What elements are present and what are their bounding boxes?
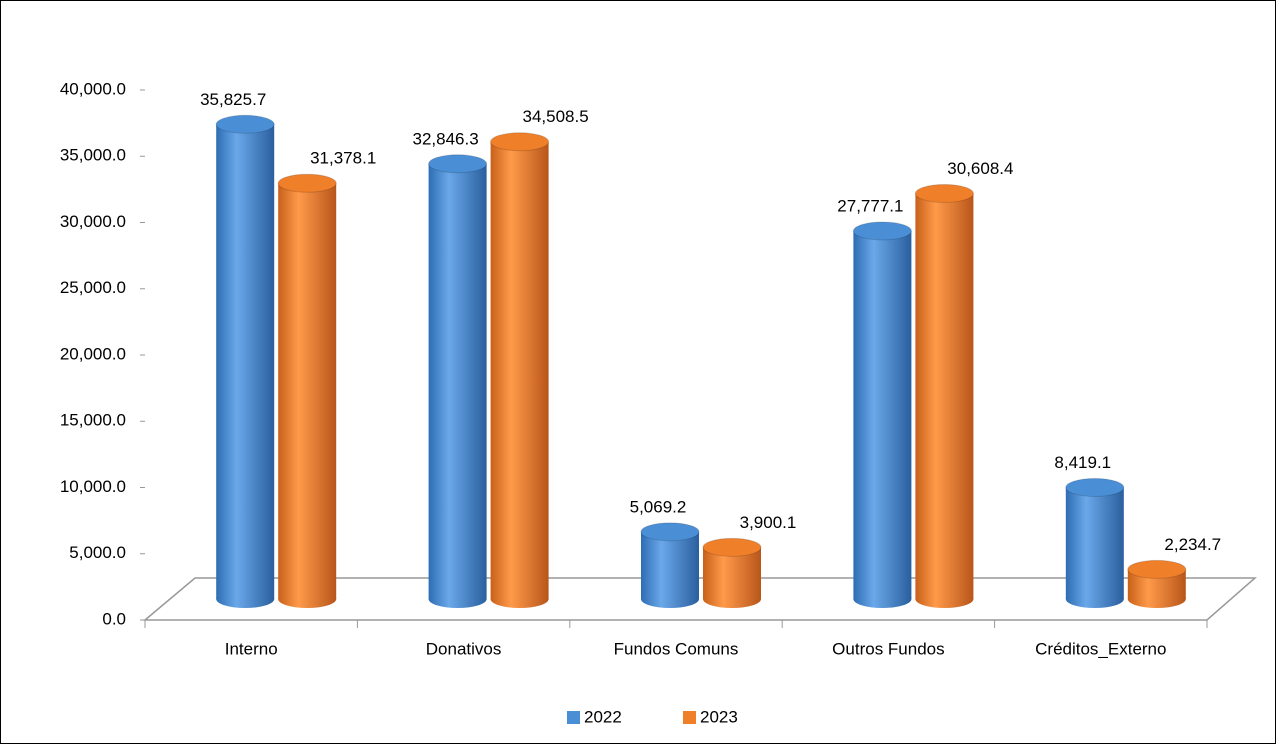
y-tick-label: 25,000.0 (60, 278, 126, 297)
bar-part (278, 183, 337, 599)
bar-part (216, 124, 275, 599)
data-label: 35,825.7 (200, 90, 266, 109)
bar (490, 132, 550, 608)
y-tick-label: 15,000.0 (60, 411, 126, 430)
bar-part (1127, 559, 1187, 579)
bar (215, 114, 275, 608)
data-label: 34,508.5 (523, 107, 589, 126)
bar (1065, 477, 1125, 608)
legend-swatch (567, 711, 580, 724)
data-label: 2,234.7 (1164, 535, 1221, 554)
bar-part (702, 537, 762, 557)
y-tick-label: 10,000.0 (60, 477, 126, 496)
bar-part (640, 522, 700, 542)
data-label: 30,608.4 (947, 159, 1013, 178)
bar-part (641, 531, 699, 599)
y-tick-label: 5,000.0 (69, 543, 126, 562)
x-tick-label: Interno (225, 639, 278, 658)
bar-part (277, 173, 337, 193)
bar (640, 522, 700, 608)
bar-part (490, 132, 550, 152)
x-tick-label: Créditos_Externo (1035, 639, 1166, 658)
bar (852, 221, 912, 608)
bar-part (490, 141, 549, 599)
y-tick-label: 30,000.0 (60, 212, 126, 231)
data-label: 31,378.1 (310, 149, 376, 168)
y-tick-label: 40,000.0 (60, 79, 126, 98)
legend-swatch (683, 711, 696, 724)
x-tick-label: Outros Fundos (832, 639, 944, 658)
bar (914, 183, 974, 608)
bar-part (914, 183, 974, 203)
data-label: 8,419.1 (1054, 453, 1111, 472)
data-label: 27,777.1 (837, 196, 903, 215)
bar-part (428, 154, 488, 174)
bar (428, 154, 488, 608)
y-tick-label: 35,000.0 (60, 146, 126, 165)
floor (142, 577, 1257, 621)
bar-part (1065, 477, 1125, 497)
data-label: 32,846.3 (413, 129, 479, 148)
bar (277, 173, 337, 608)
bar-part (1065, 487, 1124, 599)
bar-part (215, 114, 275, 134)
legend-label: 2022 (584, 707, 622, 726)
y-tick-label: 0.0 (102, 609, 126, 628)
y-tick-label: 20,000.0 (60, 344, 126, 363)
x-tick-label: Donativos (426, 639, 502, 658)
data-label: 5,069.2 (630, 497, 687, 516)
bar-part (853, 230, 912, 599)
data-label: 3,900.1 (740, 513, 797, 532)
legend-label: 2023 (700, 707, 738, 726)
x-tick-label: Fundos Comuns (614, 639, 739, 658)
bar-part (915, 193, 974, 599)
bar (702, 537, 762, 608)
bar-part (852, 221, 912, 241)
bar (1127, 559, 1187, 608)
bar-part (428, 163, 487, 599)
